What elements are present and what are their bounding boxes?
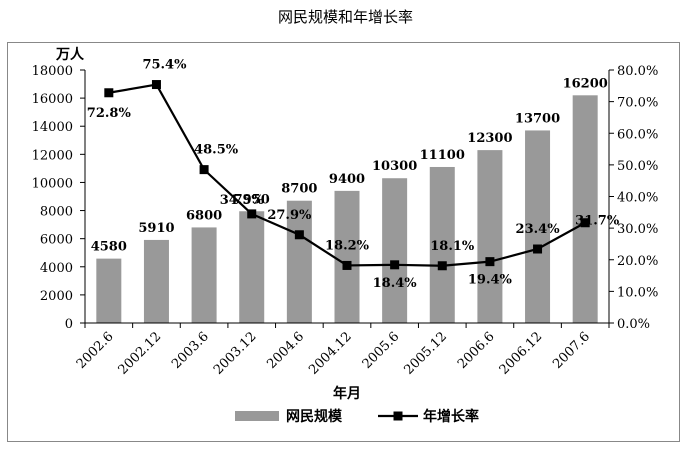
bar <box>477 150 503 323</box>
chart-frame <box>7 42 680 442</box>
y-axis-title-left: 万人 <box>55 46 85 63</box>
y-tick-label-right: 80.0% <box>617 64 658 79</box>
chart-title: 网民规模和年增长率 <box>277 8 413 26</box>
x-tick-label: 2003.12 <box>211 329 260 378</box>
x-tick-label: 2002.6 <box>74 329 117 372</box>
y-tick-label-left: 14000 <box>32 120 73 135</box>
x-tick-label: 2004.6 <box>264 329 307 372</box>
y-tick-label-left: 12000 <box>32 148 73 163</box>
legend-swatch-bar <box>235 411 279 421</box>
legend-label-line: 年增长率 <box>423 408 479 425</box>
bar-data-label: 13700 <box>515 111 560 126</box>
bar <box>96 258 122 323</box>
line-data-label: 18.2% <box>325 238 370 253</box>
bar <box>525 130 551 323</box>
y-tick-label-right: 10.0% <box>617 285 658 300</box>
y-tick-label-left: 6000 <box>40 233 73 248</box>
bar-data-label: 10300 <box>372 159 417 174</box>
x-tick-label: 2004.12 <box>306 329 355 378</box>
y-tick-label-right: 40.0% <box>617 191 658 206</box>
y-tick-label-left: 8000 <box>40 205 73 220</box>
bar-data-label: 11100 <box>420 148 465 163</box>
y-tick-label-right: 50.0% <box>617 159 658 174</box>
x-tick-label: 2005.12 <box>401 329 450 378</box>
bar-data-label: 8700 <box>281 182 317 197</box>
x-tick-label: 2005.6 <box>360 329 403 372</box>
line-data-label: 31.7% <box>575 214 620 229</box>
bar-data-label: 7950 <box>234 192 270 207</box>
bar <box>239 211 265 323</box>
y-tick-label-right: 20.0% <box>617 254 658 269</box>
bar-data-label: 9400 <box>329 172 365 187</box>
line-data-label: 27.9% <box>267 208 312 223</box>
line-point <box>294 230 304 240</box>
y-tick-label-left: 18000 <box>32 64 73 79</box>
line-point <box>390 260 400 270</box>
line-data-label: 48.5% <box>194 143 239 158</box>
legend-label-bar: 网民规模 <box>286 408 343 425</box>
x-tick-label: 2003.6 <box>169 329 212 372</box>
y-tick-label-left: 2000 <box>40 289 73 304</box>
bar <box>382 178 408 323</box>
x-tick-label: 2006.12 <box>497 329 546 378</box>
line-data-label: 19.4% <box>468 273 513 288</box>
y-tick-label-left: 10000 <box>32 176 73 191</box>
y-tick-label-left: 4000 <box>40 261 73 276</box>
y-tick-label-right: 30.0% <box>617 222 658 237</box>
y-tick-label-right: 70.0% <box>617 96 658 111</box>
bar <box>429 166 455 323</box>
bar-data-label: 12300 <box>467 131 512 146</box>
y-tick-label-left: 0 <box>65 317 73 332</box>
line-data-label: 18.4% <box>373 276 418 291</box>
line-data-label: 75.4% <box>142 58 187 73</box>
line-point <box>104 88 114 98</box>
line-data-label: 18.1% <box>430 239 475 254</box>
line-data-label: 34.5% <box>220 193 265 208</box>
line-point <box>151 80 161 90</box>
bar <box>143 239 169 323</box>
bar <box>286 200 312 323</box>
bar-data-label: 5910 <box>138 221 174 236</box>
x-tick-label: 2007.6 <box>550 329 593 372</box>
y-tick-label-right: 60.0% <box>617 127 658 142</box>
bar-data-label: 16200 <box>563 76 608 91</box>
x-tick-label: 2006.6 <box>455 329 498 372</box>
line-data-label: 72.8% <box>87 106 132 121</box>
line-point <box>485 257 495 267</box>
bar <box>334 190 360 323</box>
legend-marker-line <box>393 411 403 421</box>
line-point <box>199 165 209 175</box>
bar-data-label: 4580 <box>91 240 127 255</box>
y-tick-label-right: 0.0% <box>617 317 650 332</box>
bar <box>191 227 217 323</box>
line-point <box>247 209 257 219</box>
line-point <box>533 244 543 254</box>
line-point <box>342 260 352 270</box>
y-tick-label-left: 16000 <box>32 92 73 107</box>
x-axis-title: 年月 <box>333 385 361 402</box>
bar-data-label: 6800 <box>186 208 222 223</box>
bar <box>572 95 598 323</box>
x-tick-label: 2002.12 <box>116 329 165 378</box>
line-point <box>580 218 590 228</box>
line-point <box>437 261 447 271</box>
line-data-label: 23.4% <box>516 222 561 237</box>
